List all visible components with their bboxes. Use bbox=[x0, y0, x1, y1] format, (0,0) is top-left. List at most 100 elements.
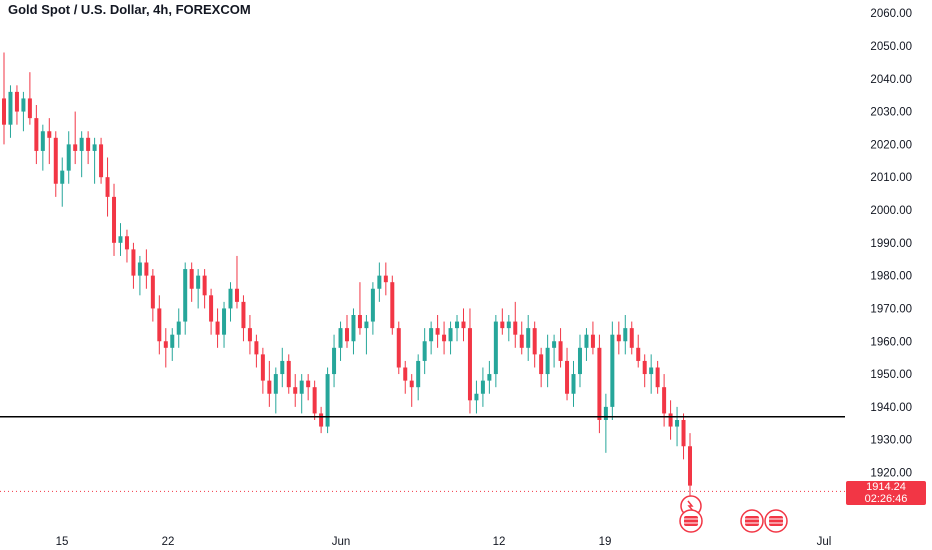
candle-body bbox=[183, 269, 188, 322]
candle-body bbox=[552, 341, 557, 348]
y-tick-label: 2020.00 bbox=[870, 139, 912, 151]
candle-body bbox=[163, 341, 168, 348]
candle-body bbox=[286, 360, 291, 388]
economic-event-icon bbox=[764, 509, 788, 533]
overlays bbox=[0, 415, 845, 533]
y-tick-label: 1960.00 bbox=[870, 336, 912, 348]
candle-body bbox=[455, 321, 460, 329]
candle-body bbox=[40, 131, 45, 151]
candle-body bbox=[500, 321, 505, 329]
candle-body bbox=[461, 321, 466, 329]
candle-body bbox=[487, 374, 492, 381]
candle-body bbox=[79, 137, 84, 151]
flag-icon bbox=[769, 516, 783, 526]
candle-body bbox=[222, 308, 227, 335]
y-tick-label: 2000.00 bbox=[870, 205, 912, 217]
x-tick-label: 22 bbox=[162, 536, 175, 548]
time-axis[interactable]: 15 22 Jun 12 19 Jul bbox=[56, 536, 832, 548]
current-price-label: 1914.24 bbox=[866, 481, 906, 493]
candle-body bbox=[474, 393, 479, 401]
economic-event-icon bbox=[740, 509, 764, 533]
candle-body bbox=[189, 269, 194, 289]
candle-body bbox=[590, 334, 595, 348]
candle-body bbox=[260, 354, 265, 381]
y-tick-label: 1950.00 bbox=[870, 369, 912, 381]
candle-body bbox=[2, 98, 6, 125]
candle-body bbox=[150, 275, 155, 309]
candle-body bbox=[403, 367, 408, 381]
candle-body bbox=[267, 380, 272, 394]
candle-body bbox=[345, 328, 349, 342]
x-tick-label: Jun bbox=[332, 536, 351, 548]
candle-body bbox=[675, 420, 680, 427]
candle-body bbox=[319, 413, 324, 427]
candle-body bbox=[416, 360, 421, 388]
candle-body bbox=[306, 380, 311, 388]
candle-body bbox=[280, 360, 285, 375]
y-tick-label: 1920.00 bbox=[870, 468, 912, 480]
candle-body bbox=[623, 328, 628, 342]
candle-body bbox=[112, 196, 117, 243]
flag-icon bbox=[745, 516, 759, 526]
candle-body bbox=[312, 387, 317, 414]
candle-body bbox=[429, 328, 434, 342]
candle-body bbox=[21, 98, 26, 112]
candle-body bbox=[565, 360, 570, 394]
candle-body bbox=[293, 387, 298, 394]
candle-body bbox=[209, 295, 214, 322]
candle-body bbox=[73, 144, 78, 151]
candle-body bbox=[105, 177, 110, 197]
candle-body bbox=[66, 144, 71, 171]
x-tick-label: 12 bbox=[493, 536, 506, 548]
candle-body bbox=[642, 360, 647, 375]
candle-body bbox=[299, 380, 304, 394]
y-tick-label: 2060.00 bbox=[870, 8, 912, 20]
candle-body bbox=[396, 328, 401, 368]
candle-body bbox=[92, 144, 97, 151]
y-tick-label: 1940.00 bbox=[870, 402, 912, 414]
candle-body bbox=[390, 282, 395, 329]
y-tick-label: 2050.00 bbox=[870, 41, 912, 53]
countdown-label: 02:26:46 bbox=[864, 493, 908, 505]
candle-body bbox=[27, 98, 32, 119]
candle-body bbox=[409, 380, 414, 388]
candle-body bbox=[364, 321, 369, 329]
price-axis[interactable]: 2060.00 2050.00 2040.00 2030.00 2020.00 2010.… bbox=[870, 8, 912, 479]
lightning-icon bbox=[687, 500, 695, 513]
candle-body bbox=[655, 367, 660, 388]
plot-area bbox=[2, 52, 692, 499]
candle-body bbox=[254, 341, 259, 355]
candle-body bbox=[196, 275, 201, 289]
candle-body bbox=[610, 334, 615, 407]
candle-body bbox=[649, 367, 654, 375]
candle-body bbox=[247, 328, 252, 342]
candle-body bbox=[53, 137, 58, 184]
candle-body bbox=[338, 328, 343, 348]
candle-body bbox=[532, 328, 537, 355]
candle-body bbox=[234, 288, 239, 302]
candle-body bbox=[202, 275, 207, 296]
candle-body bbox=[99, 144, 104, 178]
candle-body bbox=[519, 334, 524, 348]
candle-body bbox=[137, 262, 142, 276]
candle-body bbox=[131, 249, 136, 276]
candle-body bbox=[629, 328, 634, 348]
candle-body bbox=[526, 328, 531, 348]
candle-body bbox=[34, 118, 39, 151]
candle-body bbox=[86, 137, 91, 151]
candle-body bbox=[493, 321, 498, 375]
candle-body bbox=[448, 328, 453, 342]
candle-body bbox=[170, 334, 175, 348]
candle-body bbox=[228, 288, 233, 309]
economic-event-icon bbox=[679, 509, 703, 533]
candle-body bbox=[157, 308, 162, 342]
candle-body bbox=[383, 275, 388, 283]
candle-body bbox=[241, 301, 246, 329]
candle-body bbox=[118, 236, 123, 243]
candle-body bbox=[480, 380, 485, 394]
candle-body bbox=[176, 321, 181, 335]
candle-body bbox=[571, 374, 576, 394]
candle-body bbox=[124, 236, 129, 250]
candle-body bbox=[577, 347, 582, 375]
